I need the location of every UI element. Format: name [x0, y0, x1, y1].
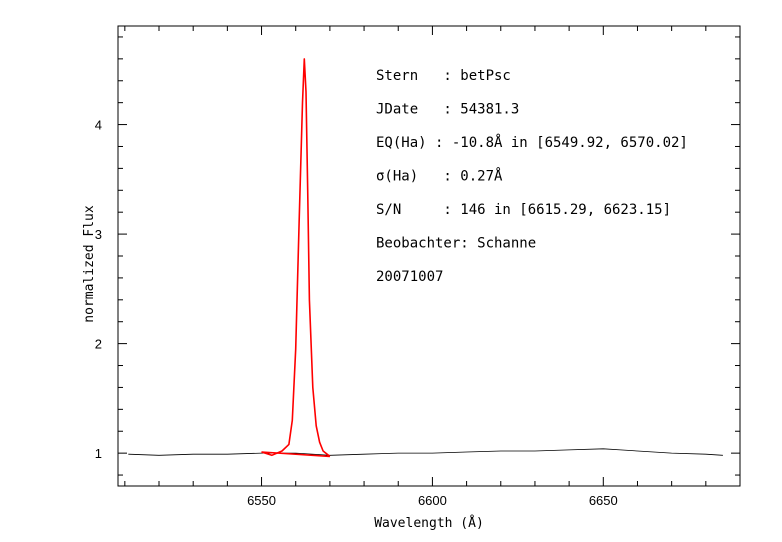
x-tick-label: 6600: [418, 493, 447, 508]
annotation-line: Beobachter: Schanne: [376, 236, 536, 252]
x-tick-label: 6650: [589, 493, 618, 508]
annotation-line: JDate : 54381.3: [376, 102, 519, 118]
y-tick-label: 3: [95, 227, 102, 242]
annotation-line: S/N : 146 in [6615.29, 6623.15]: [376, 202, 671, 218]
annotation-line: 20071007: [376, 269, 443, 285]
series-line-1: [261, 58, 331, 458]
annotation-line: Stern : betPsc: [376, 68, 511, 84]
series-line-2: [261, 451, 330, 458]
x-axis-label: Wavelength (Å): [374, 515, 484, 531]
y-tick-label: 2: [95, 337, 102, 352]
x-tick-label: 6550: [247, 493, 276, 508]
plot-frame: [117, 25, 741, 487]
annotation-line: σ(Ha) : 0.27Å: [376, 168, 503, 185]
y-tick-label: 4: [95, 118, 102, 133]
y-axis-label: normalized Flux: [82, 205, 97, 323]
series-line-0: [128, 448, 723, 456]
annotation-line: EQ(Ha) : -10.8Å in [6549.92, 6570.02]: [376, 134, 688, 151]
y-tick-label: 1: [95, 446, 102, 461]
